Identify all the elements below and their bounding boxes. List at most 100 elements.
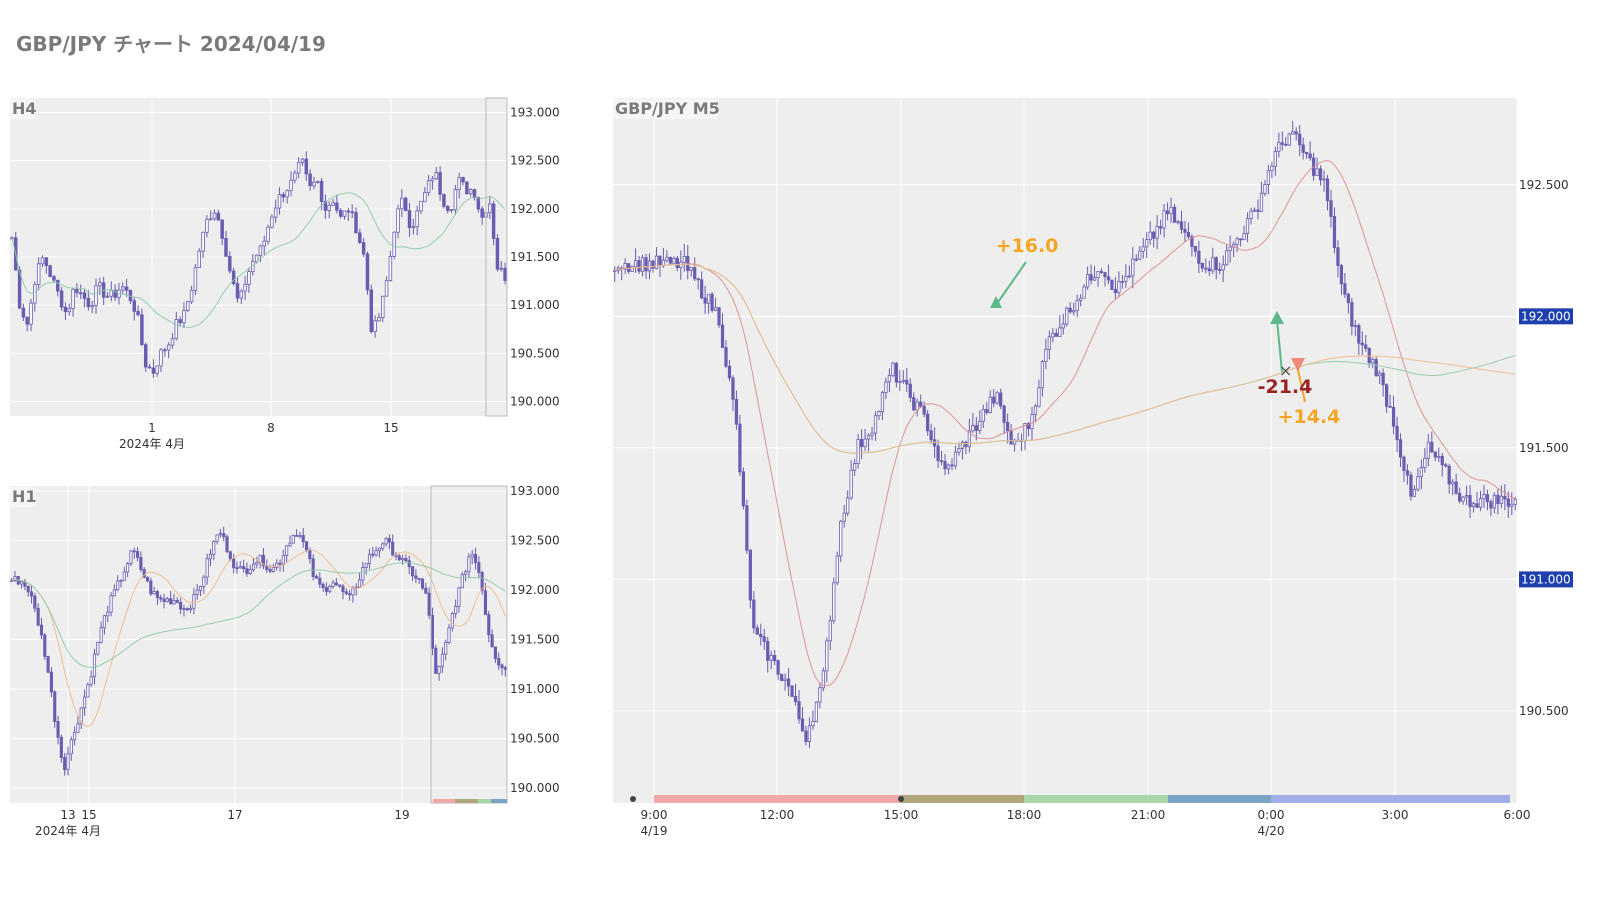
candle-body bbox=[1381, 372, 1385, 386]
candle-body bbox=[1245, 218, 1250, 234]
candle-body bbox=[113, 289, 117, 298]
candle-body bbox=[1158, 226, 1163, 229]
y-tick-label: 190.000 bbox=[510, 781, 560, 795]
candle-body bbox=[1499, 495, 1503, 504]
moving-average-line bbox=[614, 159, 1516, 687]
y-tick-label: 191.000 bbox=[510, 682, 560, 696]
candle-body bbox=[1447, 465, 1451, 485]
candle-body bbox=[1096, 271, 1100, 279]
plot-area bbox=[10, 486, 507, 803]
candle-body bbox=[243, 283, 247, 292]
candle-body bbox=[957, 448, 961, 453]
candle-body bbox=[1006, 421, 1010, 432]
candle-body bbox=[773, 655, 777, 662]
candle-body bbox=[978, 420, 982, 431]
candle-body bbox=[331, 202, 335, 206]
trade-line bbox=[1276, 319, 1283, 373]
candle-body bbox=[357, 579, 362, 588]
candle-body bbox=[1238, 238, 1243, 241]
candle-body bbox=[1496, 494, 1500, 504]
candle-body bbox=[936, 445, 940, 462]
candle-body bbox=[247, 271, 251, 285]
candle-body bbox=[212, 212, 217, 220]
candles bbox=[10, 526, 507, 776]
candle-body bbox=[33, 284, 37, 304]
candle-body bbox=[981, 409, 985, 422]
candle-body bbox=[490, 634, 494, 648]
candle-body bbox=[427, 592, 431, 616]
candle-body bbox=[1103, 272, 1107, 278]
candle-body bbox=[235, 567, 239, 570]
candle-body bbox=[1266, 170, 1271, 185]
candle-body bbox=[90, 305, 94, 308]
candle-body bbox=[700, 279, 704, 299]
candle-body bbox=[1315, 168, 1319, 176]
candle-body bbox=[457, 587, 461, 607]
candle-body bbox=[140, 314, 144, 345]
y-tick-label: 193.000 bbox=[510, 484, 560, 498]
candle-body bbox=[967, 430, 972, 448]
candle-body bbox=[318, 577, 322, 585]
candle-body bbox=[1273, 150, 1277, 167]
candle-body bbox=[338, 584, 342, 587]
candle-body bbox=[102, 615, 106, 629]
candle-body bbox=[1214, 257, 1218, 270]
candle-body bbox=[270, 216, 274, 228]
candle-body bbox=[476, 197, 481, 210]
candle-body bbox=[974, 425, 978, 431]
candle-body bbox=[929, 430, 933, 441]
y-tick-label: 192.500 bbox=[510, 154, 560, 168]
candle-body bbox=[225, 536, 229, 553]
candle-body bbox=[1402, 456, 1406, 471]
candle-body bbox=[1148, 231, 1152, 241]
candle-body bbox=[53, 691, 57, 722]
candle-body bbox=[43, 634, 47, 657]
candle-body bbox=[1458, 493, 1462, 502]
candle-body bbox=[354, 212, 358, 234]
candle-body bbox=[222, 533, 226, 538]
candle-body bbox=[644, 257, 648, 272]
candle-body bbox=[59, 737, 63, 758]
candle-body bbox=[92, 653, 97, 678]
candle-body bbox=[1044, 348, 1048, 362]
candle-body bbox=[377, 547, 381, 552]
candle-body bbox=[919, 401, 923, 407]
x-tick-label: 19 bbox=[394, 808, 409, 822]
candle-body bbox=[438, 172, 442, 195]
session-marker-dot bbox=[630, 796, 636, 802]
candle-body bbox=[36, 607, 40, 626]
trade-line bbox=[995, 261, 1027, 306]
candle-body bbox=[783, 678, 787, 682]
candle-body bbox=[717, 307, 721, 326]
candle-body bbox=[905, 379, 909, 385]
candle-body bbox=[419, 201, 423, 212]
candle-body bbox=[703, 297, 707, 304]
candle-body bbox=[288, 542, 292, 547]
exit-arrow-icon bbox=[1291, 358, 1305, 372]
entry-arrow-icon bbox=[990, 296, 1002, 308]
candle-body bbox=[162, 598, 166, 602]
candle-body bbox=[189, 607, 193, 611]
panel-label: H4 bbox=[12, 99, 37, 118]
candle-body bbox=[713, 307, 718, 311]
candle-body bbox=[985, 409, 989, 413]
candle-body bbox=[1026, 423, 1031, 429]
candle-body bbox=[710, 293, 714, 311]
candle-body bbox=[1030, 414, 1034, 429]
candle-body bbox=[654, 255, 659, 269]
y-tick-label: 192.000 bbox=[510, 202, 560, 216]
candle-body bbox=[185, 608, 189, 611]
candle-body bbox=[143, 344, 148, 368]
candle-body bbox=[392, 231, 396, 257]
candle-body bbox=[1346, 293, 1350, 303]
candle-body bbox=[367, 553, 372, 565]
candle-body bbox=[1475, 503, 1479, 508]
candle-body bbox=[344, 591, 348, 595]
moving-average-line bbox=[11, 192, 506, 328]
candle-body bbox=[887, 374, 892, 383]
candle-body bbox=[776, 660, 780, 675]
candle-body bbox=[1169, 206, 1173, 215]
candle-body bbox=[319, 180, 324, 202]
candle-body bbox=[1489, 501, 1493, 509]
candle-body bbox=[174, 319, 179, 340]
